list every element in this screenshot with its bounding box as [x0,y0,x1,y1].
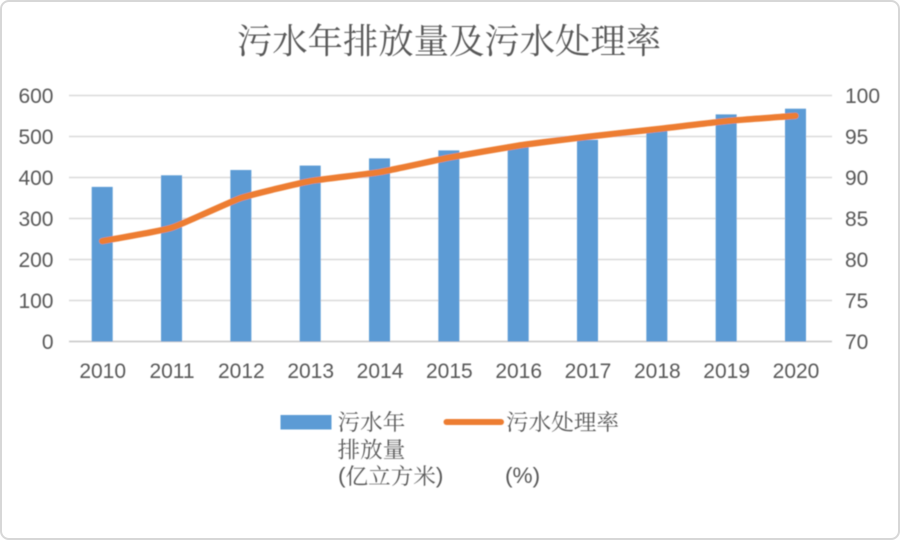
svg-text:75: 75 [845,290,868,313]
svg-text:(: ( [338,463,346,488]
svg-text:2019: 2019 [703,360,750,383]
svg-text:2018: 2018 [634,360,681,383]
svg-text:2014: 2014 [357,360,404,383]
svg-text:85: 85 [845,208,868,231]
svg-text:200: 200 [18,249,53,272]
svg-text:95: 95 [845,126,868,149]
svg-text:2015: 2015 [426,360,473,383]
svg-text:300: 300 [18,208,53,231]
svg-text:2011: 2011 [149,360,194,383]
svg-text:2017: 2017 [565,360,612,383]
svg-text:400: 400 [18,167,53,190]
svg-text:2012: 2012 [218,360,265,383]
svg-text:0: 0 [42,331,54,354]
svg-text:100: 100 [845,85,880,108]
svg-text:(%): (%) [505,463,540,488]
svg-text:600: 600 [18,85,53,108]
svg-text:70: 70 [845,331,868,354]
svg-text:100: 100 [18,290,53,313]
svg-text:2010: 2010 [79,360,126,383]
svg-text:2013: 2013 [287,360,334,383]
svg-text:500: 500 [18,126,53,149]
svg-text:80: 80 [845,249,868,272]
svg-text:2020: 2020 [773,360,820,383]
svg-text:): ) [436,463,444,488]
svg-text:90: 90 [845,167,868,190]
svg-text:2016: 2016 [495,360,542,383]
